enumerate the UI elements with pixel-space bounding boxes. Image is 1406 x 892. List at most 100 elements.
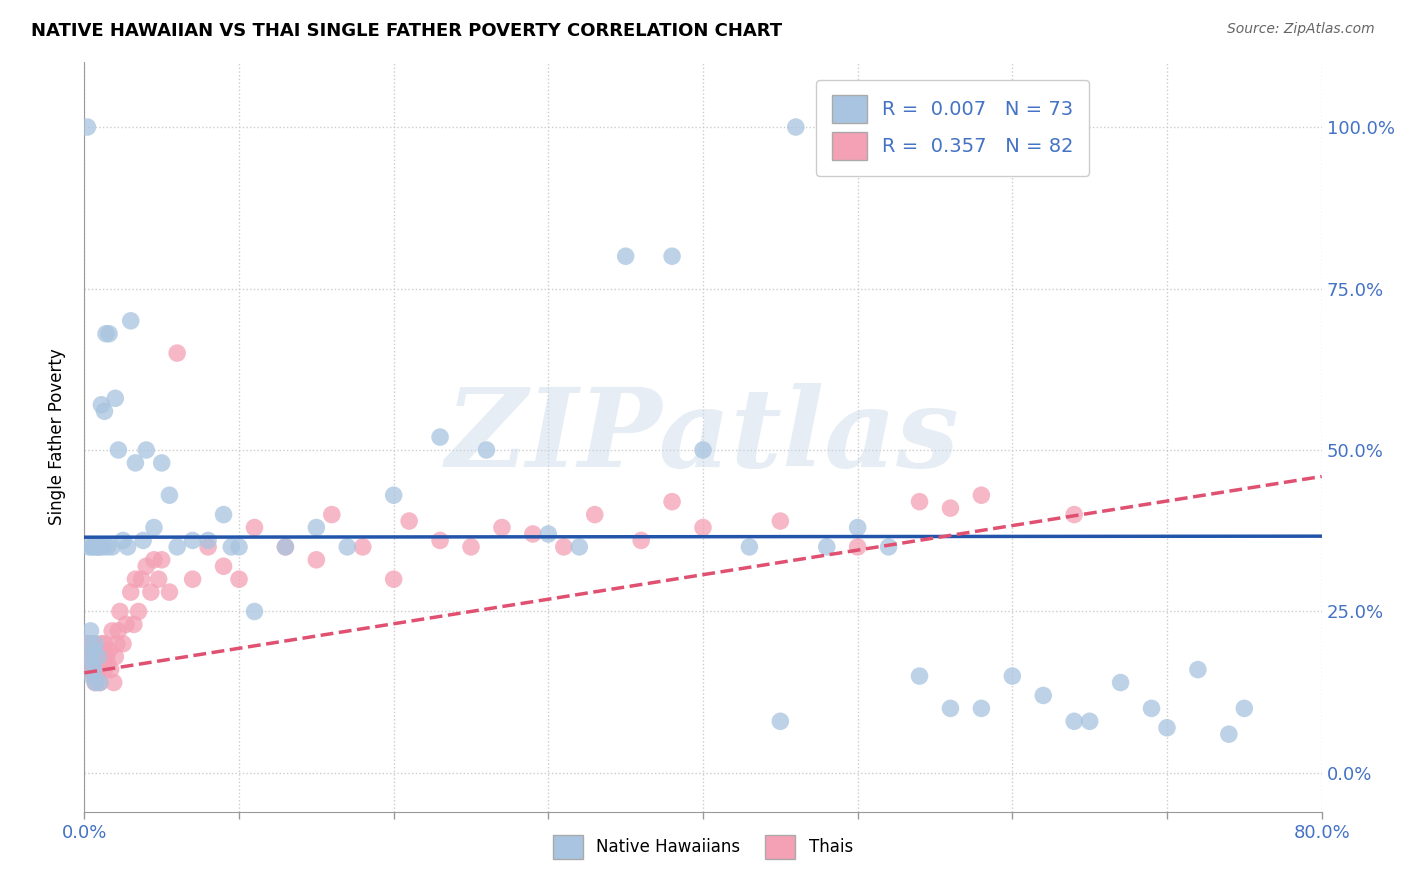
Point <box>89 656 111 670</box>
Point <box>96 540 118 554</box>
Point <box>143 520 166 534</box>
Legend: Native Hawaiians, Thais: Native Hawaiians, Thais <box>544 827 862 867</box>
Point <box>939 501 962 516</box>
Point <box>583 508 606 522</box>
Point <box>87 649 110 664</box>
Point <box>79 663 101 677</box>
Point <box>87 540 110 554</box>
Point <box>89 675 111 690</box>
Point <box>77 649 100 664</box>
Point <box>166 540 188 554</box>
Point <box>1156 721 1178 735</box>
Point <box>124 572 146 586</box>
Point <box>98 326 121 341</box>
Point <box>83 656 105 670</box>
Point <box>274 540 297 554</box>
Point <box>1032 689 1054 703</box>
Point <box>108 605 131 619</box>
Point <box>159 488 180 502</box>
Point <box>181 533 204 548</box>
Point <box>336 540 359 554</box>
Point <box>1063 714 1085 729</box>
Point <box>101 624 124 638</box>
Point <box>117 540 139 554</box>
Point <box>120 314 142 328</box>
Point <box>197 540 219 554</box>
Point <box>181 572 204 586</box>
Point <box>166 346 188 360</box>
Point <box>769 514 792 528</box>
Point <box>908 494 931 508</box>
Point <box>104 392 127 406</box>
Point <box>90 398 112 412</box>
Point <box>139 585 162 599</box>
Point <box>91 649 114 664</box>
Point <box>150 553 173 567</box>
Point <box>568 540 591 554</box>
Point <box>96 656 118 670</box>
Point <box>382 488 405 502</box>
Point <box>1218 727 1240 741</box>
Point <box>91 540 114 554</box>
Point <box>1109 675 1132 690</box>
Point <box>112 533 135 548</box>
Point <box>89 540 111 554</box>
Point <box>769 714 792 729</box>
Point <box>212 559 235 574</box>
Text: ZIPatlas: ZIPatlas <box>446 384 960 491</box>
Point <box>79 649 101 664</box>
Point <box>228 572 250 586</box>
Point <box>243 520 266 534</box>
Text: Source: ZipAtlas.com: Source: ZipAtlas.com <box>1227 22 1375 37</box>
Point <box>87 663 110 677</box>
Point <box>150 456 173 470</box>
Point <box>1063 508 1085 522</box>
Point <box>112 637 135 651</box>
Point <box>79 637 101 651</box>
Point <box>429 533 451 548</box>
Point <box>148 572 170 586</box>
Point <box>93 663 115 677</box>
Point <box>82 649 104 664</box>
Point <box>305 520 328 534</box>
Point <box>93 404 115 418</box>
Point <box>82 540 104 554</box>
Point <box>614 249 637 263</box>
Point <box>94 649 117 664</box>
Point <box>212 508 235 522</box>
Point <box>77 637 100 651</box>
Point <box>77 637 100 651</box>
Point <box>846 540 869 554</box>
Point <box>877 540 900 554</box>
Point <box>79 656 101 670</box>
Point <box>970 488 993 502</box>
Point <box>305 553 328 567</box>
Point <box>135 559 157 574</box>
Point <box>82 663 104 677</box>
Point <box>815 540 838 554</box>
Point <box>82 656 104 670</box>
Point <box>83 663 105 677</box>
Point <box>491 520 513 534</box>
Point <box>77 656 100 670</box>
Point <box>738 540 761 554</box>
Point <box>127 605 149 619</box>
Point <box>75 637 97 651</box>
Point <box>83 637 105 651</box>
Point <box>86 669 108 683</box>
Point <box>115 617 138 632</box>
Point <box>553 540 575 554</box>
Point <box>83 643 105 657</box>
Point <box>131 572 153 586</box>
Point <box>122 617 145 632</box>
Point <box>661 494 683 508</box>
Point <box>83 540 105 554</box>
Point <box>1140 701 1163 715</box>
Point <box>75 649 97 664</box>
Point <box>94 326 117 341</box>
Point <box>76 637 98 651</box>
Point <box>1001 669 1024 683</box>
Point <box>630 533 652 548</box>
Point <box>219 540 242 554</box>
Point <box>98 643 121 657</box>
